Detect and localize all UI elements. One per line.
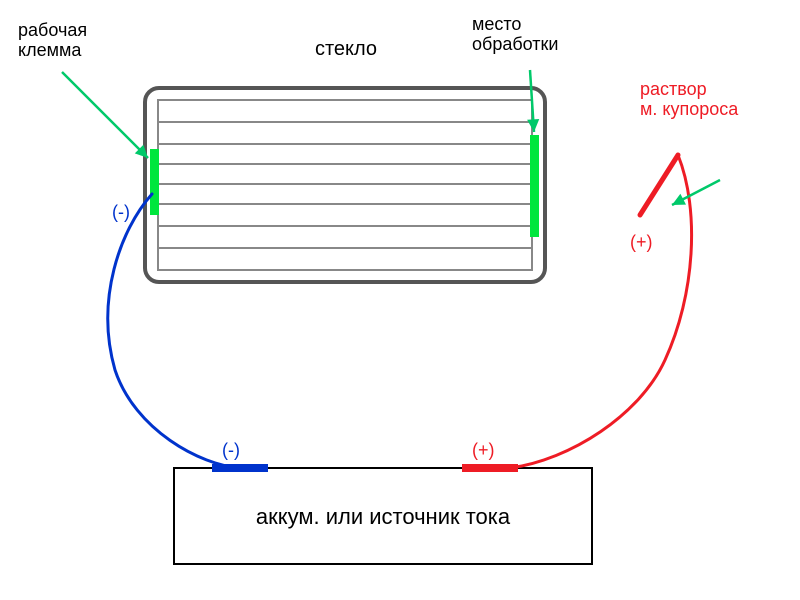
processing-spot-label: место — [472, 14, 521, 34]
processing-spot-bar — [530, 135, 539, 237]
polarity-plus-top: (+) — [630, 232, 653, 252]
processing-spot-label: обработки — [472, 34, 558, 54]
polarity-minus-top: (-) — [112, 202, 130, 222]
battery-label: аккум. или источник тока — [256, 504, 511, 529]
working-terminal-label: клемма — [18, 40, 82, 60]
working-terminal-bar — [150, 149, 159, 215]
polarity-minus-bottom: (-) — [222, 440, 240, 460]
polarity-plus-bottom: (+) — [472, 440, 495, 460]
title-label: стекло — [315, 38, 377, 60]
working-terminal-label: рабочая — [18, 20, 87, 40]
solution-label: раствор — [640, 79, 707, 99]
solution-label: м. купороса — [640, 99, 739, 119]
